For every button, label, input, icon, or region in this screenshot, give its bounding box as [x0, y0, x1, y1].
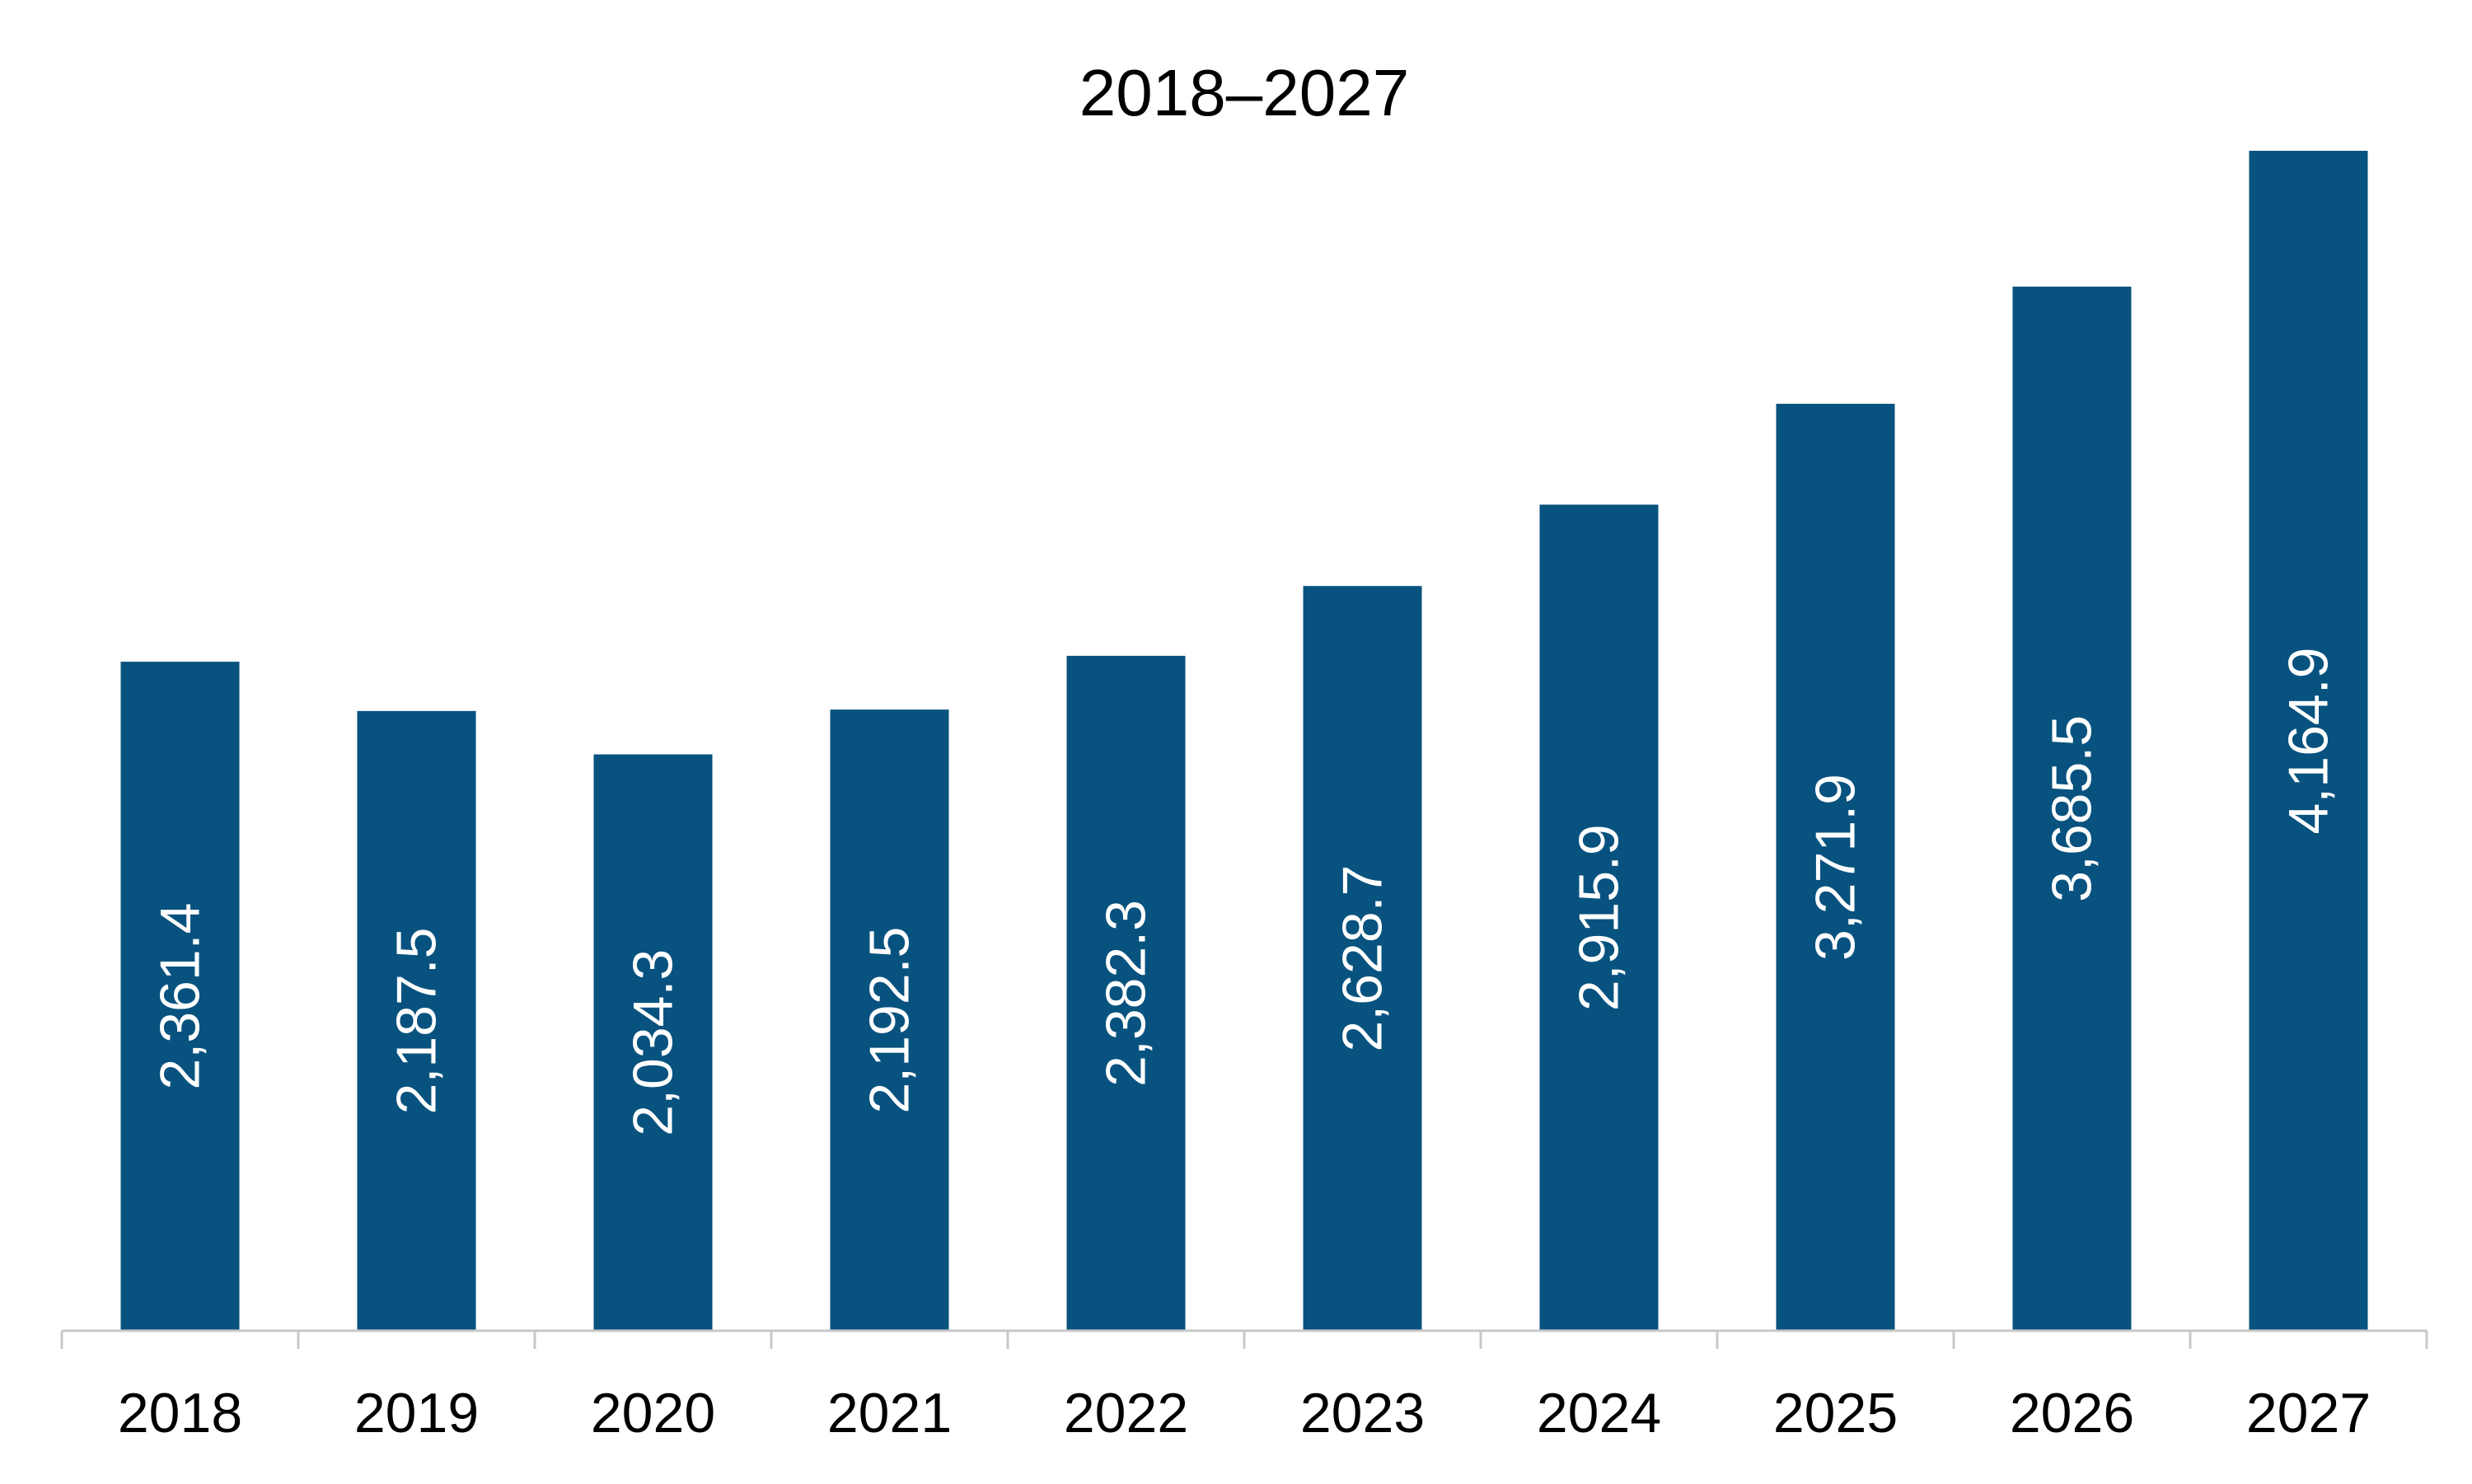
x-tick-label: 2025 — [1773, 1382, 1898, 1444]
bar-2020 — [593, 754, 713, 1331]
bar-2023 — [1303, 586, 1422, 1331]
bar-2025 — [1776, 404, 1895, 1332]
bar-2022 — [1066, 655, 1186, 1331]
x-tick-label: 2026 — [2010, 1382, 2134, 1444]
x-tick-label: 2019 — [354, 1382, 479, 1444]
data-label-2023: 2,628.7 — [1332, 865, 1394, 1052]
data-label-2025: 3,271.9 — [1805, 774, 1867, 961]
bars-group — [120, 151, 2368, 1332]
data-label-2021: 2,192.5 — [859, 927, 921, 1114]
data-label-2027: 4,164.9 — [2278, 648, 2340, 835]
x-tick-label: 2018 — [118, 1382, 242, 1444]
bar-2027 — [2249, 151, 2368, 1331]
x-axis — [60, 1329, 2428, 1349]
bar-2018 — [120, 662, 240, 1331]
x-tick-label: 2024 — [1537, 1382, 1661, 1444]
labels-group: 2018 2,361.4 2019 2,187.5 2020 2,034.3 2021 2,1… — [118, 648, 2371, 1444]
x-tick-label: 2021 — [827, 1382, 952, 1444]
bar-2026 — [2012, 286, 2132, 1331]
data-label-2026: 3,685.5 — [2041, 715, 2104, 902]
chart-title: 2018–2027 — [1079, 56, 1409, 129]
x-tick-label: 2027 — [2246, 1382, 2371, 1444]
x-tick-label: 2020 — [591, 1382, 715, 1444]
bar-2021 — [830, 709, 949, 1331]
data-label-2018: 2,361.4 — [149, 903, 212, 1090]
data-label-2019: 2,187.5 — [386, 927, 448, 1114]
bar-2024 — [1539, 504, 1659, 1331]
x-tick-label: 2022 — [1064, 1382, 1188, 1444]
data-label-2022: 2,382.3 — [1095, 900, 1158, 1087]
data-label-2024: 2,915.9 — [1568, 824, 1631, 1011]
x-tick-label: 2023 — [1300, 1382, 1425, 1444]
bar-2019 — [357, 710, 476, 1331]
data-label-2020: 2,034.3 — [622, 949, 685, 1136]
